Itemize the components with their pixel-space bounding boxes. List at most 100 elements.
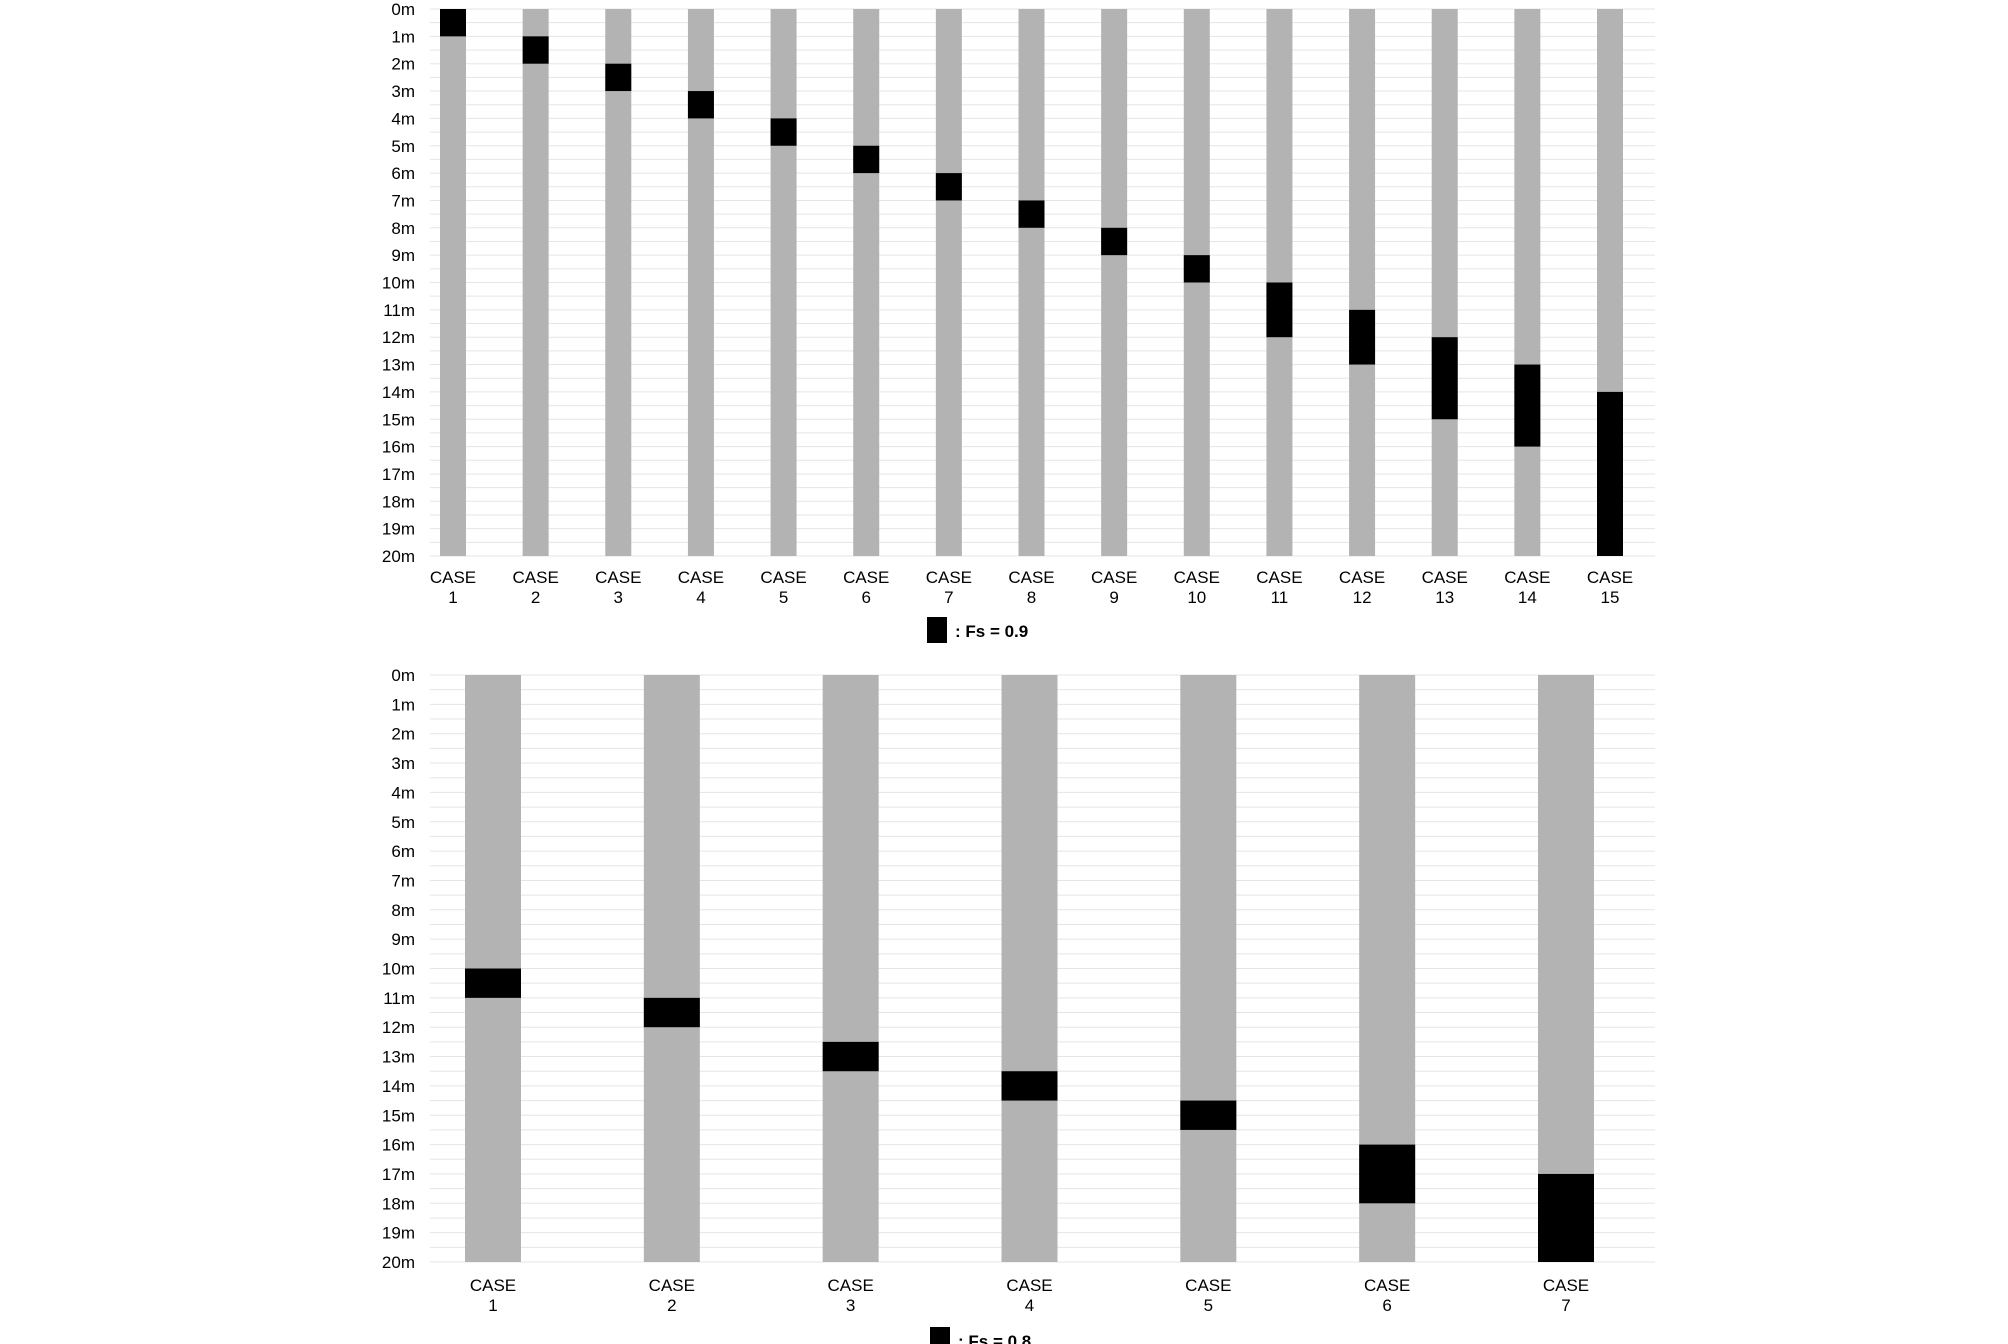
highlight-case-14: [1514, 364, 1541, 447]
highlight-case-5: [1180, 1100, 1237, 1130]
y-tick-label: 15m: [382, 410, 415, 429]
y-tick-label: 17m: [382, 1165, 415, 1184]
y-tick-label: 3m: [391, 754, 415, 773]
category-label-number: 6: [1382, 1296, 1391, 1315]
legend-swatch: [927, 617, 947, 643]
y-tick-label: 19m: [382, 1224, 415, 1243]
y-tick-label: 1m: [391, 27, 415, 46]
y-tick-label: 4m: [391, 783, 415, 802]
highlight-case-8: [1018, 200, 1045, 228]
category-label-case: CASE: [1364, 1276, 1410, 1295]
category-label-number: 2: [667, 1296, 676, 1315]
category-label-case: CASE: [926, 568, 972, 587]
y-tick-label: 20m: [382, 547, 415, 566]
y-tick-label: 16m: [382, 1136, 415, 1155]
category-label-case: CASE: [430, 568, 476, 587]
y-tick-label: 18m: [382, 492, 415, 511]
y-tick-label: 2m: [391, 55, 415, 74]
highlight-case-7: [935, 173, 962, 201]
bar-case-13: [1431, 9, 1458, 556]
y-tick-label: 1m: [391, 695, 415, 714]
y-tick-label: 5m: [391, 137, 415, 156]
category-label-case: CASE: [595, 568, 641, 587]
category-label-case: CASE: [1504, 568, 1550, 587]
y-tick-label: 2m: [391, 725, 415, 744]
y-tick-label: 15m: [382, 1106, 415, 1125]
bar-case-7: [1538, 675, 1594, 1262]
chart-fs-0-8: 0m1m2m3m4m5m6m7m8m9m10m11m12m13m14m15m16…: [382, 666, 1655, 1344]
category-label-case: CASE: [760, 568, 806, 587]
bar-case-7: [935, 9, 962, 556]
category-label-case: CASE: [1006, 1276, 1052, 1295]
highlight-case-6: [1359, 1144, 1416, 1204]
bar-case-2: [643, 675, 700, 1262]
category-label-number: 3: [614, 588, 623, 607]
highlight-case-1: [465, 968, 521, 998]
y-tick-label: 0m: [391, 666, 415, 685]
bar-case-1: [440, 9, 466, 556]
highlight-case-3: [605, 63, 632, 92]
highlight-case-2: [522, 36, 549, 64]
legend: : Fs = 0.8: [930, 1327, 1031, 1344]
bar-case-6: [853, 9, 880, 556]
category-label-case: CASE: [1185, 1276, 1231, 1295]
bar-case-14: [1514, 9, 1541, 556]
highlight-case-1: [440, 9, 466, 37]
y-tick-label: 11m: [383, 989, 415, 1008]
legend: : Fs = 0.9: [927, 617, 1028, 643]
y-tick-label: 16m: [382, 438, 415, 457]
bar-case-8: [1018, 9, 1045, 556]
category-label-number: 7: [1561, 1296, 1570, 1315]
category-label-number: 1: [488, 1296, 497, 1315]
y-tick-label: 20m: [382, 1253, 415, 1272]
highlight-case-5: [770, 118, 797, 146]
y-tick-label: 8m: [391, 901, 415, 920]
category-label-number: 4: [696, 588, 705, 607]
bar-case-5: [770, 9, 797, 556]
category-label-case: CASE: [678, 568, 724, 587]
category-label-case: CASE: [1091, 568, 1137, 587]
highlight-case-6: [853, 145, 880, 174]
y-tick-label: 17m: [382, 465, 415, 484]
category-label-case: CASE: [1256, 568, 1302, 587]
y-tick-label: 11m: [383, 301, 415, 320]
highlight-case-4: [687, 91, 714, 119]
y-tick-label: 3m: [391, 82, 415, 101]
y-tick-label: 13m: [382, 356, 415, 375]
category-label-number: 5: [1204, 1296, 1213, 1315]
y-tick-label: 14m: [382, 383, 415, 402]
highlight-case-12: [1349, 309, 1376, 365]
highlight-case-15: [1597, 391, 1623, 556]
legend-swatch: [930, 1327, 950, 1344]
highlight-case-13: [1431, 337, 1458, 420]
bar-case-3: [605, 9, 632, 556]
highlight-case-3: [822, 1041, 879, 1072]
category-label-case: CASE: [1587, 568, 1633, 587]
highlight-case-4: [1001, 1071, 1058, 1101]
bar-case-4: [1001, 675, 1058, 1262]
legend-label: : Fs = 0.9: [955, 622, 1028, 641]
y-tick-label: 13m: [382, 1048, 415, 1067]
category-label-case: CASE: [843, 568, 889, 587]
category-label-case: CASE: [649, 1276, 695, 1295]
category-label-number: 13: [1435, 588, 1454, 607]
category-label-number: 5: [779, 588, 788, 607]
category-label-number: 1: [448, 588, 457, 607]
category-label-number: 2: [531, 588, 540, 607]
y-tick-label: 18m: [382, 1194, 415, 1213]
y-tick-label: 12m: [382, 328, 415, 347]
category-label-number: 7: [944, 588, 953, 607]
category-label-case: CASE: [1174, 568, 1220, 587]
category-label-case: CASE: [1008, 568, 1054, 587]
bar-case-12: [1349, 9, 1376, 556]
category-label-number: 15: [1601, 588, 1620, 607]
category-label-number: 9: [1109, 588, 1118, 607]
highlight-case-10: [1183, 255, 1210, 283]
y-tick-label: 0m: [391, 0, 415, 19]
y-tick-label: 19m: [382, 520, 415, 539]
highlight-case-7: [1538, 1173, 1594, 1262]
category-label-number: 3: [846, 1296, 855, 1315]
y-tick-label: 5m: [391, 813, 415, 832]
category-label-number: 12: [1353, 588, 1372, 607]
